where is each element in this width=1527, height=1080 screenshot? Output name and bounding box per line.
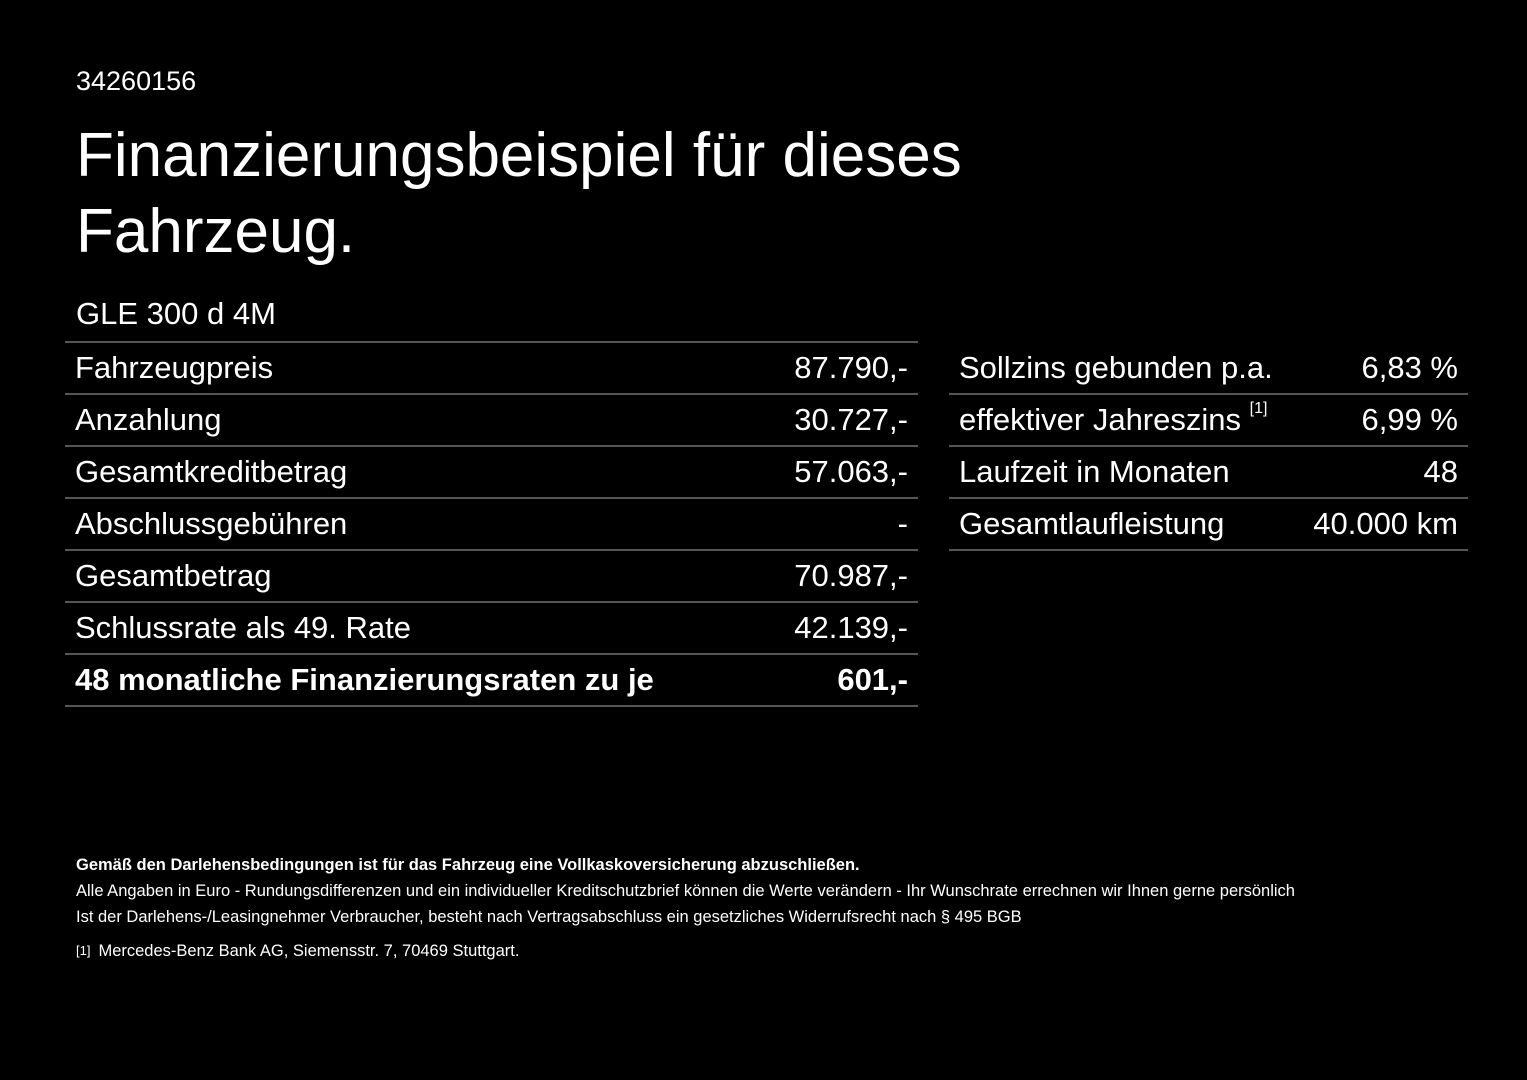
row-label: Fahrzeugpreis (65, 342, 763, 395)
row-label: Abschlussgebühren (65, 498, 763, 551)
row-value: 601,- (762, 654, 918, 707)
insurance-note: Gemäß den Darlehensbedingungen ist für d… (76, 856, 860, 874)
row-label: effektiver Jahreszins [1] (949, 394, 1297, 447)
table-row: Anzahlung 30.727,- (65, 394, 918, 447)
table-row: Sollzins gebunden p.a. 6,83 % (949, 343, 1468, 395)
row-value: 6,99 % (1296, 394, 1468, 447)
row-label: Gesamtbetrag (65, 550, 763, 603)
row-label: Sollzins gebunden p.a. (949, 343, 1297, 395)
row-value: 70.987,- (762, 550, 918, 603)
footnote-ref: [1] (1249, 400, 1268, 417)
row-label: Anzahlung (65, 394, 763, 447)
table-row: Fahrzeugpreis 87.790,- (65, 342, 918, 395)
table-row: Gesamtlaufleistung 40.000 km (949, 498, 1468, 551)
row-value: 40.000 km (1296, 498, 1468, 551)
footnote-marker: [1] (76, 943, 91, 958)
table-row: Abschlussgebühren - (65, 498, 918, 551)
row-label: Laufzeit in Monaten (949, 446, 1297, 499)
row-value: 57.063,- (762, 446, 918, 499)
row-value: 48 (1296, 446, 1468, 499)
row-value: 87.790,- (762, 342, 918, 395)
row-label: Gesamtkreditbetrag (65, 446, 763, 499)
table-row: Laufzeit in Monaten 48 (949, 446, 1468, 499)
financing-table: Fahrzeugpreis 87.790,- Anzahlung 30.727,- … (65, 341, 918, 707)
label-text: effektiver Jahreszins (959, 402, 1241, 437)
row-value: 42.139,- (762, 602, 918, 655)
footnote-text: Mercedes-Benz Bank AG, Siemensstr. 7, 70… (98, 942, 520, 960)
page-title: Finanzierungsbeispiel für dieses Fahrzeu… (76, 121, 962, 266)
row-value: 30.727,- (762, 394, 918, 447)
row-label: 48 monatliche Finanzierungsraten zu je (65, 654, 763, 707)
row-value: 6,83 % (1296, 343, 1468, 395)
row-label: Gesamtlaufleistung (949, 498, 1297, 551)
row-label: Schlussrate als 49. Rate (65, 602, 763, 655)
note-line: Alle Angaben in Euro - Rundungsdifferenz… (76, 882, 1295, 900)
monthly-rate-row: 48 monatliche Finanzierungsraten zu je 60… (65, 654, 918, 707)
table-row: Gesamtkreditbetrag 57.063,- (65, 446, 918, 499)
table-row: effektiver Jahreszins [1] 6,99 % (949, 394, 1468, 447)
note-line: Ist der Darlehens-/Leasingnehmer Verbrau… (76, 908, 1022, 926)
offer-id: 34260156 (76, 66, 197, 96)
table-row: Gesamtbetrag 70.987,- (65, 550, 918, 603)
model-name: GLE 300 d 4M (76, 296, 276, 331)
row-value: - (762, 498, 918, 551)
interest-table: Sollzins gebunden p.a. 6,83 % effektiver … (949, 343, 1468, 551)
legal-notes: Gemäß den Darlehensbedingungen ist für d… (76, 852, 1295, 964)
table-row: Schlussrate als 49. Rate 42.139,- (65, 602, 918, 655)
footnote: [1] Mercedes-Benz Bank AG, Siemensstr. 7,… (76, 938, 1295, 964)
